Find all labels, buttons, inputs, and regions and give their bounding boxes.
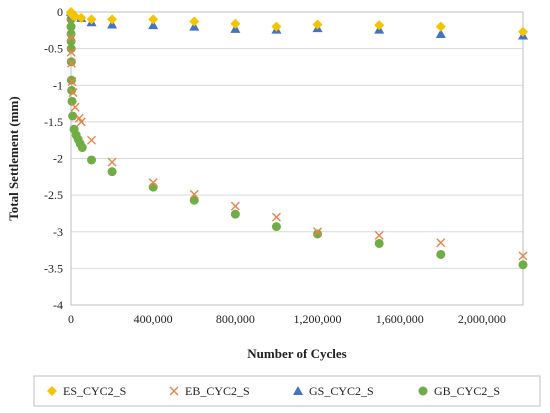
data-point — [271, 21, 282, 32]
data-point — [107, 157, 117, 167]
data-point — [374, 238, 384, 248]
data-point — [70, 102, 80, 112]
data-point — [148, 20, 159, 30]
legend-entries: ES_CYC2_S EB_CYC2_S GS_CYC2_S GB_CYC2_S — [47, 384, 500, 398]
data-point — [76, 12, 87, 23]
x-tick-label: 2,000,000 — [458, 312, 506, 326]
data-point — [313, 229, 323, 239]
x-tick-label: 400,000 — [134, 312, 173, 326]
data-point — [107, 167, 117, 177]
y-tick-label: 0 — [57, 5, 63, 19]
data-point — [312, 19, 323, 30]
data-point — [374, 20, 385, 31]
data-point — [66, 57, 76, 67]
plot-area-border — [70, 11, 524, 306]
y-tick-label: -0.5 — [44, 42, 63, 56]
y-axis-title: Total Settlement (mm) — [6, 96, 21, 220]
data-point — [66, 47, 76, 57]
data-point — [518, 26, 528, 37]
data-point — [271, 222, 281, 232]
legend-item: GS_CYC2_S — [293, 384, 374, 398]
data-point — [87, 135, 97, 145]
data-point — [148, 14, 159, 25]
data-point — [76, 117, 86, 127]
data-point — [435, 21, 446, 32]
data-point — [87, 155, 97, 165]
data-point — [230, 209, 240, 219]
data-point — [148, 178, 158, 188]
legend-label: GS_CYC2_S — [309, 384, 374, 398]
data-point — [148, 182, 158, 192]
legend-item: EB_CYC2_S — [169, 384, 250, 398]
y-tick-label: -3.5 — [44, 261, 63, 275]
data-point — [77, 143, 87, 153]
data-point — [189, 189, 199, 199]
data-point — [189, 195, 199, 205]
data-point — [313, 227, 323, 237]
legend-label: GB_CYC2_S — [434, 384, 500, 398]
legend-marker — [47, 386, 57, 396]
data-point — [518, 260, 528, 270]
legend — [33, 375, 541, 407]
y-tick-label: -4 — [53, 298, 63, 312]
legend-item: GB_CYC2_S — [418, 384, 500, 398]
data-point — [436, 249, 446, 259]
data-point — [435, 28, 446, 38]
data-point — [107, 14, 118, 25]
data-point — [67, 77, 77, 87]
legend-label: EB_CYC2_S — [185, 384, 250, 398]
data-point — [66, 33, 76, 43]
data-point — [68, 88, 78, 98]
legend-marker — [418, 386, 428, 396]
legend-label: ES_CYC2_S — [63, 384, 126, 398]
x-axis-title: Number of Cycles — [247, 346, 346, 361]
data-point — [66, 58, 76, 68]
data-point — [68, 111, 78, 121]
legend-marker — [169, 386, 179, 396]
data-point — [86, 14, 97, 25]
data-point — [230, 201, 240, 211]
y-tick-label: -1 — [53, 78, 63, 92]
y-tick-label: -3 — [53, 225, 63, 239]
data-point — [271, 212, 281, 222]
gridlines — [71, 48, 523, 269]
data-point — [436, 238, 446, 248]
series-ES_CYC2_S — [66, 7, 528, 37]
y-tick-label: -2.5 — [44, 188, 63, 202]
data-point — [66, 22, 76, 32]
y-tick-label: -2 — [53, 152, 63, 166]
legend-item: ES_CYC2_S — [47, 384, 126, 398]
data-point — [374, 230, 384, 240]
data-point — [67, 96, 77, 106]
axis-ticks: 0 -0.5 -1 -1.5 -2 -2.5 -3 -3.5 -4 0 400,000 800,000… — [44, 5, 506, 326]
x-tick-label: 800,000 — [216, 312, 255, 326]
data-point — [189, 16, 200, 27]
x-tick-label: 0 — [68, 312, 74, 326]
x-tick-label: 1,200,000 — [294, 312, 342, 326]
data-points — [66, 7, 528, 270]
y-tick-label: -1.5 — [44, 115, 63, 129]
data-point — [230, 18, 241, 29]
x-tick-label: 1,600,000 — [376, 312, 424, 326]
legend-marker — [293, 386, 303, 395]
data-point — [518, 251, 528, 261]
